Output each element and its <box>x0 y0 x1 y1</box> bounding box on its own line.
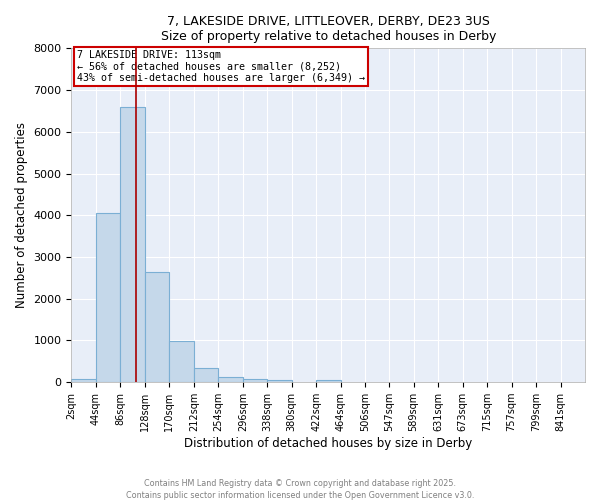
Y-axis label: Number of detached properties: Number of detached properties <box>15 122 28 308</box>
Bar <box>96 213 121 382</box>
Bar <box>169 342 194 382</box>
Bar <box>218 377 243 382</box>
X-axis label: Distribution of detached houses by size in Derby: Distribution of detached houses by size … <box>184 437 472 450</box>
Text: 7 LAKESIDE DRIVE: 113sqm
← 56% of detached houses are smaller (8,252)
43% of sem: 7 LAKESIDE DRIVE: 113sqm ← 56% of detach… <box>77 50 365 83</box>
Bar <box>121 107 145 382</box>
Bar <box>145 272 169 382</box>
Bar <box>267 380 292 382</box>
Bar <box>71 379 96 382</box>
Title: 7, LAKESIDE DRIVE, LITTLEOVER, DERBY, DE23 3US
Size of property relative to deta: 7, LAKESIDE DRIVE, LITTLEOVER, DERBY, DE… <box>161 15 496 43</box>
Bar <box>243 380 267 382</box>
Bar <box>316 380 341 382</box>
Bar <box>194 368 218 382</box>
Text: Contains HM Land Registry data © Crown copyright and database right 2025.
Contai: Contains HM Land Registry data © Crown c… <box>126 478 474 500</box>
